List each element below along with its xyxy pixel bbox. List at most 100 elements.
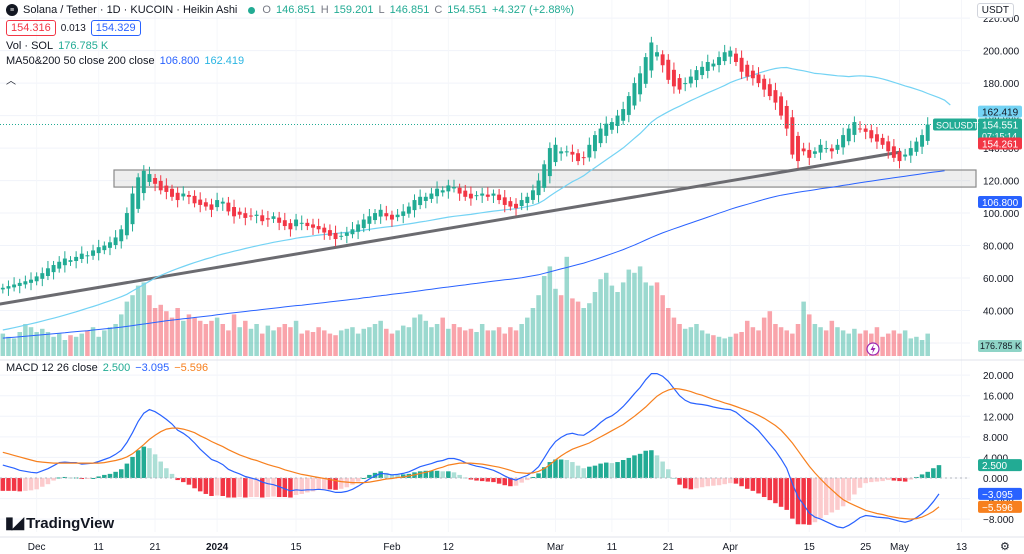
candle-body <box>824 148 829 150</box>
candle <box>508 197 513 211</box>
candle-body <box>265 218 270 220</box>
volume-bar <box>812 324 818 356</box>
price-tick-label: 100.000 <box>983 209 1020 220</box>
chevron-up-icon[interactable]: ︿ <box>6 76 16 87</box>
candle <box>536 173 541 203</box>
price-tag-label: 154.551 <box>982 120 1019 131</box>
candle <box>113 230 118 250</box>
macd-tag-bg <box>978 487 1022 500</box>
volume-bar <box>485 330 491 356</box>
volume-bar <box>564 256 570 356</box>
macd-histogram-bar <box>293 478 299 495</box>
macd-histogram-bar <box>474 478 479 481</box>
candle-body <box>745 64 750 77</box>
candle-body <box>553 144 558 163</box>
candle <box>530 184 535 204</box>
candle-body <box>288 223 293 230</box>
candle-body <box>756 74 761 84</box>
macd-histogram-bar <box>840 478 846 507</box>
volume-legend[interactable]: Vol · SOL 176.785 K <box>6 40 108 52</box>
candle-body <box>271 216 276 219</box>
volume-bar <box>243 320 248 356</box>
tradingview-brand[interactable]: ▮◢ TradingView <box>5 513 114 533</box>
volume-bar <box>846 333 852 356</box>
candle-body <box>677 78 682 90</box>
macd-histogram-bar <box>355 478 361 482</box>
candle-body <box>829 148 834 152</box>
macd-histogram-bar <box>34 478 39 490</box>
candle <box>908 140 913 163</box>
candle <box>215 192 220 212</box>
candle-body <box>215 200 220 208</box>
candle-body <box>158 180 163 191</box>
candle <box>564 145 569 157</box>
candle-body <box>74 256 79 262</box>
candle <box>925 117 930 145</box>
candle <box>311 218 315 235</box>
volume-bar <box>603 272 609 356</box>
candle <box>40 267 45 287</box>
candle-body <box>209 204 214 210</box>
candle-body <box>598 128 603 144</box>
volume-bar <box>276 327 282 356</box>
volume-bar <box>186 314 192 356</box>
price-tick-label: 80.000 <box>983 242 1014 253</box>
trade-row: 154.316 0.013 154.329 <box>6 20 141 36</box>
candle-body <box>327 230 332 236</box>
candle <box>666 54 671 84</box>
candle-body <box>446 185 451 192</box>
candle <box>598 122 603 148</box>
macd-histogram-bar <box>135 450 141 478</box>
candle <box>226 196 231 216</box>
candle <box>468 186 473 206</box>
gear-icon[interactable]: ⚙ <box>1000 540 1010 553</box>
candle <box>0 283 5 294</box>
candle-body <box>350 229 355 235</box>
macd-histogram-bar <box>457 474 462 478</box>
volume-bar <box>547 266 553 356</box>
volume-bar <box>908 338 914 356</box>
macd-histogram-bar <box>914 476 919 478</box>
ma50-line <box>2 66 951 331</box>
candle-body <box>220 201 225 204</box>
volume-bar <box>322 330 327 356</box>
candle-body <box>903 154 908 157</box>
candle <box>164 178 169 200</box>
symbol-title[interactable]: Solana / Tether · 1D · KUCOIN · Heikin A… <box>23 4 238 16</box>
volume-bar <box>666 308 671 356</box>
time-tick-label: Apr <box>723 542 739 553</box>
candle <box>153 173 158 192</box>
currency-button[interactable]: USDT <box>976 3 1014 18</box>
macd-histogram-bar <box>226 478 231 498</box>
price-tag-label: 162.419 <box>982 108 1019 119</box>
buy-button[interactable]: 154.329 <box>90 20 141 36</box>
volume-bar <box>158 304 163 356</box>
volume-bar <box>637 266 643 356</box>
volume-bar <box>0 333 6 356</box>
ma-legend[interactable]: MA50&200 50 close 200 close 106.800 162.… <box>6 55 244 67</box>
candle <box>632 77 637 110</box>
volume-bar <box>463 330 468 356</box>
candle-body <box>463 190 468 197</box>
macd-histogram-bar <box>440 471 445 478</box>
candle-body <box>801 148 806 152</box>
candle <box>920 129 925 155</box>
volume-bar <box>316 327 321 356</box>
candle-body <box>435 188 440 197</box>
candle-body <box>294 219 299 227</box>
candle <box>790 109 795 159</box>
volume-bar <box>271 330 276 356</box>
candle-body <box>406 206 411 214</box>
volume-bar <box>705 333 711 356</box>
candle-body <box>739 57 744 72</box>
macd-histogram-bar <box>643 450 648 478</box>
volume-bar <box>259 333 265 356</box>
candle <box>592 131 597 159</box>
candle-body <box>260 215 265 222</box>
sell-button[interactable]: 154.316 <box>6 20 56 36</box>
candle-body <box>361 219 366 229</box>
candle <box>74 251 79 269</box>
candle-body <box>299 222 304 224</box>
macd-legend[interactable]: MACD 12 26 close 2.500 −3.095 −5.596 <box>6 362 208 374</box>
